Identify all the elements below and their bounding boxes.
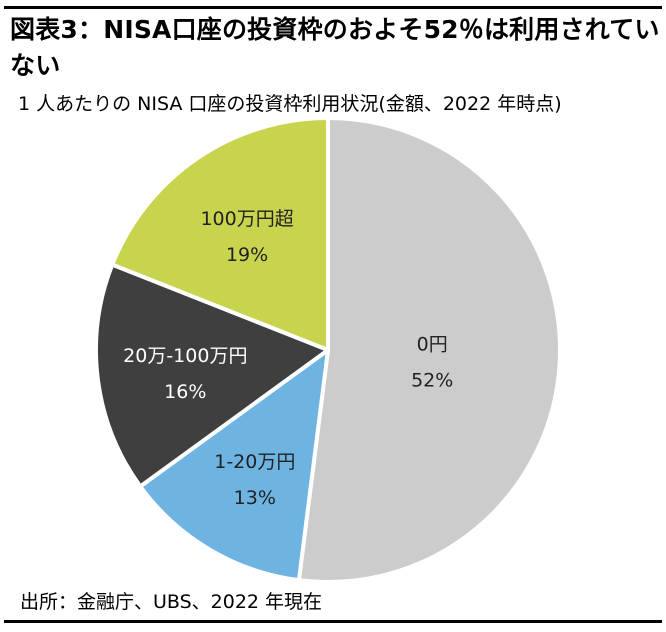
top-rule [4,6,662,9]
slice-value-label-1-20man-yen: 13% [234,487,276,509]
bottom-rule [4,620,662,623]
slice-category-label-20-100man-yen: 20万-100万円 [123,345,247,367]
source-note: 出所：金融庁、UBS、2022 年現在 [20,591,323,613]
slice-category-label-1-20man-yen: 1-20万円 [214,451,295,473]
slice-value-label-0-yen: 52% [411,370,453,392]
pie-slice-0-yen [296,116,562,584]
slice-category-label-0-yen: 0円 [417,334,448,356]
slice-value-label-20-100man-yen: 16% [164,381,206,403]
slice-category-label-over-100man-yen: 100万円超 [200,208,293,230]
chart-subtitle: 1 人あたりの NISA 口座の投資枠利用状況(金額、2022 年時点) [18,93,562,115]
pie-slices [94,116,562,584]
pie-slice-20-100man-yen [94,262,330,489]
chart-title: 図表3：NISA口座の投資枠のおよそ52％は利用されていない [10,15,660,80]
slice-value-label-over-100man-yen: 19% [226,244,268,266]
pie-labels: 0円 52% 1-20万円 13% 20万-100万円 16% 100万円超 19% [123,208,453,509]
pie-slice-over-100man-yen [110,116,330,352]
pie-slice-1-20man-yen [138,348,330,583]
